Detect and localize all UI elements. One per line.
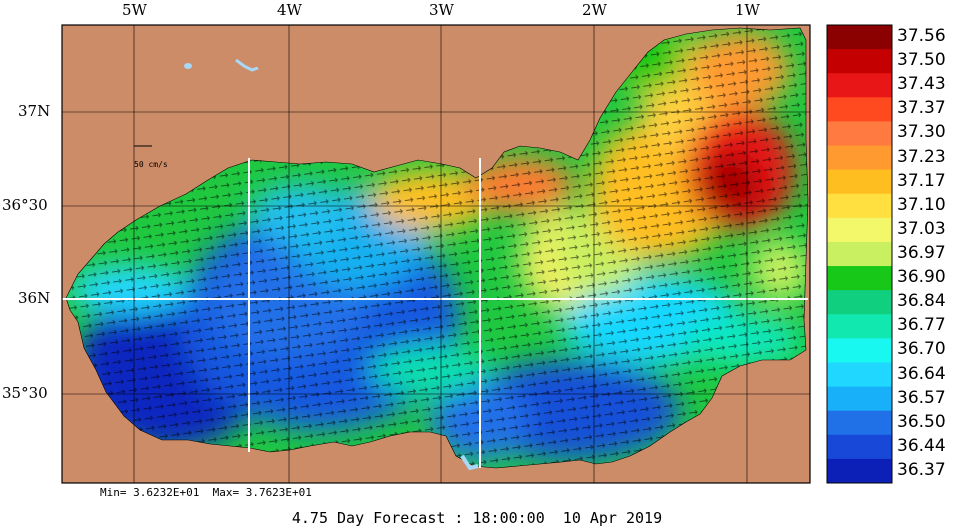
colorbar-swatch — [827, 266, 892, 291]
lat-label-35-30: 35°30 — [2, 384, 48, 402]
colorbar — [826, 24, 893, 484]
colorbar-swatch — [827, 458, 892, 484]
colorbar-swatch — [827, 290, 892, 315]
lat-label-37n: 37N — [18, 102, 51, 120]
colorbar-label: 37.30 — [897, 122, 946, 143]
colorbar-swatch — [827, 217, 892, 243]
lon-label-3w: 3W — [429, 1, 454, 19]
scale-label: 50 cm/s — [134, 160, 168, 169]
colorbar-swatch — [827, 193, 892, 219]
colorbar-swatch — [827, 145, 892, 171]
lake-shape — [460, 454, 479, 471]
colorbar-swatch — [827, 241, 892, 267]
colorbar-swatch — [827, 434, 892, 460]
colorbar-label: 37.37 — [897, 98, 946, 119]
lon-label-2w: 2W — [582, 1, 607, 19]
min-max-stats: Min= 3.6232E+01 Max= 3.7623E+01 — [100, 486, 312, 499]
sea-surface — [66, 28, 808, 468]
colorbar-label: 36.97 — [897, 243, 946, 263]
lon-label-5w: 5W — [122, 1, 147, 19]
colorbar-label: 37.50 — [897, 50, 946, 71]
colorbar-swatch — [827, 386, 892, 412]
colorbar-label: 37.56 — [897, 26, 946, 47]
colorbar-swatch — [827, 97, 892, 122]
lat-label-36n: 36N — [18, 289, 51, 307]
lat-label-36-30: 36°30 — [2, 196, 48, 214]
colorbar-label: 36.70 — [897, 339, 946, 360]
colorbar-label: 36.90 — [897, 267, 946, 288]
colorbar-swatch — [827, 338, 892, 363]
colorbar-swatch — [827, 169, 892, 195]
colorbar-label: 36.77 — [897, 315, 946, 336]
forecast-title: 4.75 Day Forecast : 18:00:00 10 Apr 2019 — [291, 509, 663, 527]
colorbar-label: 37.03 — [897, 218, 946, 239]
lake-shape — [184, 63, 192, 69]
colorbar-swatch — [827, 73, 892, 98]
colorbar-label: 36.64 — [897, 363, 946, 384]
colorbar-label: 36.50 — [897, 411, 946, 432]
lake-shape — [235, 58, 259, 72]
lon-label-4w: 4W — [277, 1, 302, 19]
colorbar-label: 36.84 — [897, 291, 946, 312]
lon-label-1w: 1W — [735, 1, 760, 19]
colorbar-label: 37.17 — [897, 170, 946, 191]
colorbar-frame — [826, 24, 893, 484]
colorbar-label: 37.10 — [897, 194, 946, 215]
colorbar-swatch — [827, 362, 892, 388]
colorbar-swatch — [827, 410, 892, 436]
map-frame — [61, 24, 811, 484]
colorbar-label: 37.23 — [897, 146, 946, 167]
colorbar-label: 37.43 — [897, 74, 946, 95]
colorbar-label: 36.44 — [897, 435, 946, 456]
colorbar-swatch — [827, 121, 892, 147]
colorbar-label: 36.37 — [897, 459, 946, 480]
colorbar-swatch — [827, 314, 892, 339]
colorbar-swatch — [827, 49, 892, 74]
colorbar-swatch — [827, 25, 892, 50]
colorbar-label: 36.57 — [897, 387, 946, 408]
graticule — [62, 25, 810, 483]
